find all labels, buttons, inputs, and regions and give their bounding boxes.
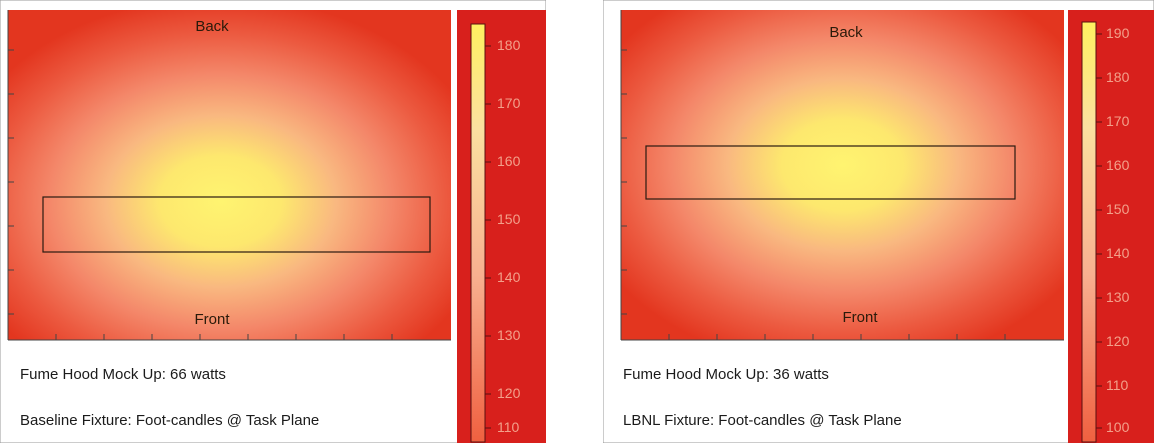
colorbar-tick-label: 160 — [1106, 157, 1130, 173]
colorbar-tick-label: 160 — [497, 153, 521, 169]
colorbar-tick-label: 120 — [1106, 333, 1130, 349]
bottom-axis-ticks — [621, 334, 1064, 341]
colorbar-tick-label: 170 — [497, 95, 521, 111]
colorbar-tick-label: 130 — [497, 327, 521, 343]
colorbar-ticks — [485, 45, 491, 429]
colorbar-tick-label: 150 — [1106, 201, 1130, 217]
back-label: Back — [195, 18, 229, 35]
colorbar-tick-label: 120 — [497, 385, 521, 401]
left-axis-ticks — [620, 10, 627, 340]
colorbar-tick-label: 140 — [497, 269, 521, 285]
colorbar-tick-label: 110 — [497, 419, 520, 435]
colorbar-tick-labels: 180 170 160 150 140 130 120 110 — [497, 37, 521, 435]
colorbar-tick-label: 180 — [497, 37, 521, 53]
front-label: Front — [842, 309, 878, 326]
colorbar-tick-label: 180 — [1106, 69, 1130, 85]
colorbar-tick-label: 140 — [1106, 245, 1130, 261]
bottom-axis-ticks — [8, 334, 451, 341]
caption-wattage: Fume Hood Mock Up: 36 watts — [623, 366, 829, 383]
colorbar-tick-label: 150 — [497, 211, 521, 227]
colorbar-scale — [1081, 21, 1097, 443]
front-label: Front — [194, 311, 230, 328]
left-axis-ticks — [7, 10, 14, 340]
caption-wattage: Fume Hood Mock Up: 66 watts — [20, 366, 226, 383]
heat-map-area — [8, 10, 451, 340]
heatmap-panel-baseline: Back Front 180 170 160 150 140 130 120 1… — [0, 0, 546, 443]
colorbar-tick-label: 170 — [1106, 113, 1130, 129]
back-label: Back — [829, 24, 863, 41]
colorbar-tick-label: 100 — [1106, 419, 1130, 435]
colorbar-tick-label: 190 — [1106, 25, 1130, 41]
task-area-box — [645, 145, 1016, 200]
heat-map-area — [621, 10, 1064, 340]
caption-fixture: LBNL Fixture: Foot-candles @ Task Plane — [623, 412, 902, 429]
colorbar-tick-labels: 190 180 170 160 150 140 130 120 110 100 — [1106, 25, 1130, 435]
colorbar-ticks — [1096, 33, 1102, 429]
heatmap-panel-lbnl: Back Front 190 180 170 160 150 140 130 1… — [603, 0, 1154, 443]
heatmap-chart: Back Front 180 170 160 150 140 130 120 1… — [0, 0, 546, 443]
task-area-box — [42, 196, 431, 253]
caption-fixture: Baseline Fixture: Foot-candles @ Task Pl… — [20, 412, 320, 429]
colorbar-tick-label: 130 — [1106, 289, 1130, 305]
heatmap-chart: Back Front 190 180 170 160 150 140 130 1… — [603, 0, 1154, 443]
colorbar-scale — [470, 23, 486, 443]
colorbar-tick-label: 110 — [1106, 377, 1129, 393]
